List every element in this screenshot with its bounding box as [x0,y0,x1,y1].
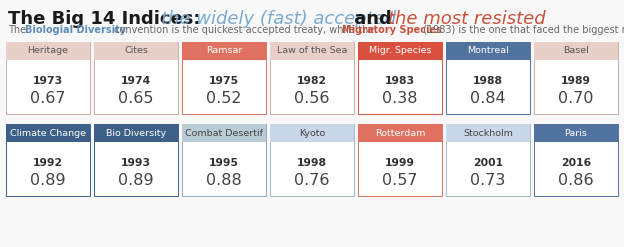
Text: Migr. Species: Migr. Species [369,46,431,56]
Text: 1974: 1974 [121,76,151,85]
Text: Combat Desertif: Combat Desertif [185,128,263,138]
Bar [358,42,442,114]
Bar [182,42,266,114]
Text: 1998: 1998 [297,158,327,167]
Text: the most resisted: the most resisted [388,10,546,28]
Bar [446,124,530,196]
Bar [182,42,266,60]
Text: 0.84: 0.84 [470,91,506,106]
Text: 1982: 1982 [297,76,327,85]
Bar [270,42,354,60]
Text: 0.38: 0.38 [383,91,417,106]
Bar [94,124,178,142]
Bar [270,124,354,142]
Text: 0.86: 0.86 [558,173,594,188]
Bar [270,42,354,114]
Text: (1983) is the one that faced the biggest resistance.: (1983) is the one that faced the biggest… [419,25,624,35]
Bar [182,124,266,196]
Text: 0.70: 0.70 [558,91,594,106]
Bar [358,124,442,142]
Text: The: The [8,25,29,35]
Bar [446,42,530,60]
Bar [446,124,530,142]
Bar [534,124,618,196]
Text: 0.76: 0.76 [295,173,329,188]
Text: Rotterdam: Rotterdam [375,128,425,138]
Text: Ramsar: Ramsar [206,46,242,56]
Bar [94,42,178,60]
Text: 0.73: 0.73 [470,173,505,188]
Text: 1989: 1989 [561,76,591,85]
Text: the widely (fast) accepted: the widely (fast) accepted [161,10,396,28]
Bar [94,42,178,114]
Text: Stockholm: Stockholm [463,128,513,138]
Text: 2001: 2001 [473,158,503,167]
Text: convention is the quickest accepted treaty, while the: convention is the quickest accepted trea… [111,25,378,35]
Text: Cites: Cites [124,46,148,56]
Text: 1992: 1992 [33,158,63,167]
Text: 1995: 1995 [209,158,239,167]
Text: 2016: 2016 [561,158,591,167]
Text: Law of the Sea: Law of the Sea [277,46,347,56]
Text: 1973: 1973 [33,76,63,85]
Bar [534,42,618,60]
Text: 1993: 1993 [121,158,151,167]
Text: Climate Change: Climate Change [10,128,86,138]
Text: 0.89: 0.89 [118,173,154,188]
Text: 0.65: 0.65 [119,91,154,106]
Text: Montreal: Montreal [467,46,509,56]
Text: Biologial Diversity: Biologial Diversity [25,25,126,35]
Bar [6,42,90,60]
Bar [358,42,442,60]
Text: 1999: 1999 [385,158,415,167]
Text: The Big 14 Indices:: The Big 14 Indices: [8,10,200,28]
Bar [94,124,178,196]
Text: Paris: Paris [565,128,587,138]
Bar [358,124,442,196]
Bar [534,42,618,114]
Text: 0.57: 0.57 [383,173,417,188]
Text: Migratory Species: Migratory Species [342,25,442,35]
Bar [6,124,90,196]
Text: 1975: 1975 [209,76,239,85]
Bar [6,124,90,142]
Text: 0.52: 0.52 [207,91,241,106]
Bar [6,42,90,114]
Text: Bio Diversity: Bio Diversity [106,128,166,138]
Text: 1983: 1983 [385,76,415,85]
Bar [182,124,266,142]
Bar [270,124,354,196]
Text: 0.67: 0.67 [30,91,66,106]
Text: Kyoto: Kyoto [299,128,325,138]
Text: 0.88: 0.88 [206,173,242,188]
Bar [534,124,618,142]
Text: Heritage: Heritage [27,46,69,56]
Text: 1988: 1988 [473,76,503,85]
Text: and: and [348,10,398,28]
Text: 0.89: 0.89 [30,173,66,188]
Text: Basel: Basel [563,46,589,56]
Text: 0.56: 0.56 [295,91,329,106]
Bar [446,42,530,114]
